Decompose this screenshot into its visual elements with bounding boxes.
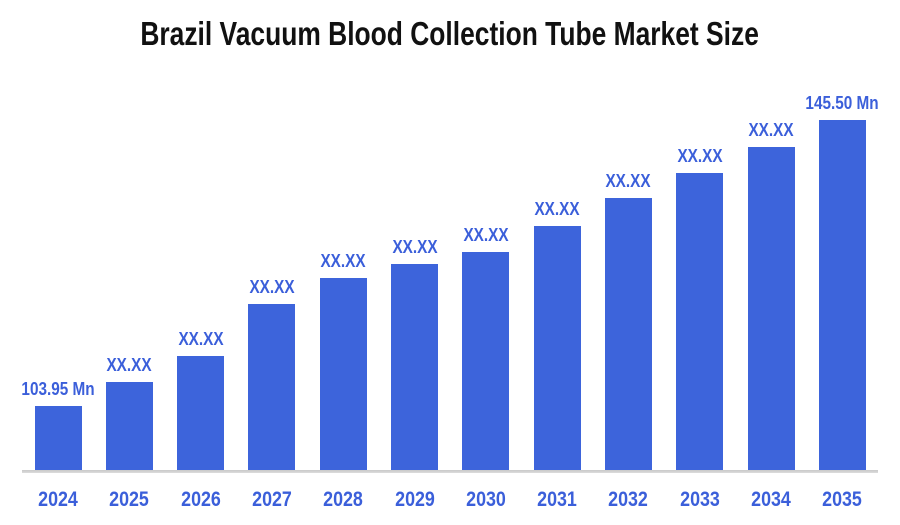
x-tick-label-2026: 2026 (177, 489, 224, 510)
value-label-2034: XX.XX (744, 121, 797, 139)
x-tick-label-text: 2024 (38, 488, 78, 511)
x-tick-label-text: 2032 (608, 488, 649, 511)
value-label-text: 103.95 Mn (21, 379, 95, 399)
x-tick-label-text: 2033 (679, 488, 720, 511)
value-label-2031: XX.XX (531, 200, 584, 218)
value-label-text: XX.XX (178, 329, 224, 349)
x-tick-label-text: 2029 (394, 488, 435, 511)
x-tick-label-2030: 2030 (462, 489, 509, 510)
value-label-2029: XX.XX (388, 238, 441, 256)
value-label-text: 145.50 Mn (805, 93, 879, 113)
bar-2032 (604, 198, 652, 470)
bar-2028 (319, 278, 367, 470)
x-tick-label-text: 2026 (180, 488, 221, 511)
bar-2034 (747, 147, 795, 470)
x-tick-label-2033: 2033 (676, 489, 723, 510)
value-label-text: XX.XX (605, 171, 651, 191)
x-axis-labels: 2024 2025 2026 2027 2028 2029 2030 2031 2032 2033… (0, 489, 900, 519)
chart-title-text: Brazil Vacuum Blood Collection Tube Mark… (140, 15, 760, 52)
bar-2026 (177, 356, 225, 470)
x-tick-label-text: 2034 (751, 488, 791, 511)
value-label-2024: 103.95 Mn (15, 380, 101, 398)
value-label-2025: XX.XX (103, 356, 156, 374)
bar-2031 (533, 226, 581, 470)
plot-area: 103.95 Mn XX.XX XX.XX XX.XX XX.XX XX.XX XX.XX X… (15, 94, 885, 470)
bar-2030 (462, 252, 510, 470)
x-tick-label-text: 2025 (109, 488, 150, 511)
value-label-text: XX.XX (463, 225, 509, 245)
bar-2035 (818, 120, 866, 470)
bar-2024 (34, 406, 82, 470)
chart-title: Brazil Vacuum Blood Collection Tube Mark… (0, 15, 900, 52)
x-tick-label-2027: 2027 (249, 489, 296, 510)
x-tick-label-2029: 2029 (391, 489, 438, 510)
x-tick-label-2032: 2032 (605, 489, 652, 510)
x-tick-label-2028: 2028 (320, 489, 367, 510)
x-tick-label-2024: 2024 (35, 489, 82, 510)
bar-2025 (105, 382, 153, 470)
value-label-2033: XX.XX (673, 147, 726, 165)
value-label-text: XX.XX (748, 120, 794, 140)
x-tick-label-text: 2027 (252, 488, 292, 511)
value-label-2032: XX.XX (602, 172, 655, 190)
bar-2029 (391, 264, 438, 470)
x-tick-label-2025: 2025 (106, 489, 153, 510)
value-label-2028: XX.XX (317, 252, 370, 270)
bar-2027 (248, 304, 296, 470)
value-label-2027: XX.XX (245, 278, 298, 296)
value-label-2026: XX.XX (174, 330, 227, 348)
value-label-2030: XX.XX (459, 226, 512, 244)
x-axis-line (22, 470, 878, 473)
value-label-text: XX.XX (534, 199, 580, 219)
value-label-text: XX.XX (677, 146, 723, 166)
value-label-text: XX.XX (249, 277, 295, 297)
x-tick-label-text: 2035 (822, 488, 863, 511)
value-label-text: XX.XX (106, 355, 152, 375)
bar-2033 (676, 173, 724, 470)
x-tick-label-text: 2030 (465, 488, 506, 511)
x-tick-label-2035: 2035 (819, 489, 866, 510)
x-tick-label-2034: 2034 (748, 489, 795, 510)
x-tick-label-text: 2028 (323, 488, 364, 511)
value-label-text: XX.XX (391, 237, 438, 257)
x-tick-label-text: 2031 (537, 488, 577, 511)
value-label-2035: 145.50 Mn (799, 94, 885, 112)
value-label-text: XX.XX (320, 251, 366, 271)
x-tick-label-2031: 2031 (534, 489, 581, 510)
